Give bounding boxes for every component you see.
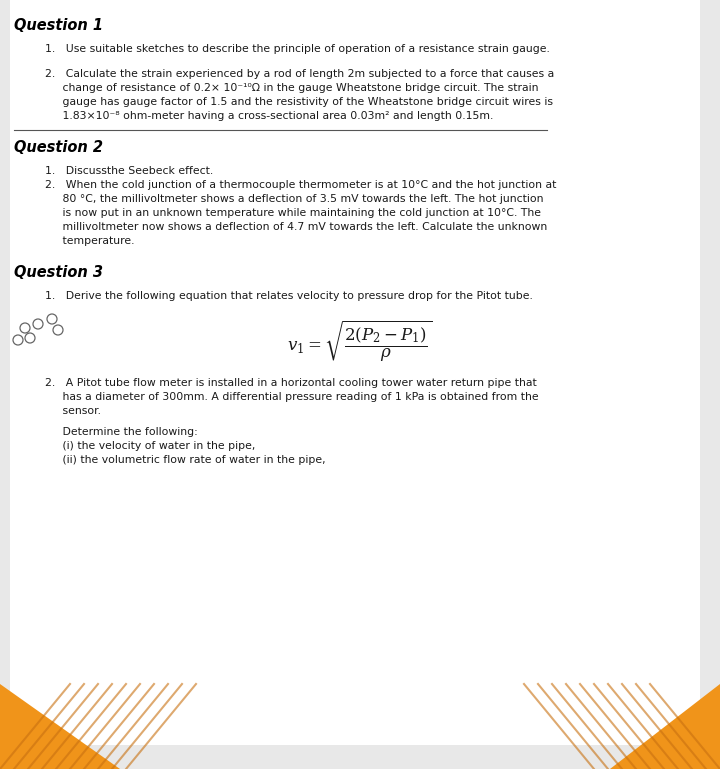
Text: 80 °C, the millivoltmeter shows a deflection of 3.5 mV towards the left. The hot: 80 °C, the millivoltmeter shows a deflec…	[45, 194, 544, 204]
Text: Determine the following:: Determine the following:	[45, 427, 198, 437]
Text: 2.   Calculate the strain experienced by a rod of length 2m subjected to a force: 2. Calculate the strain experienced by a…	[45, 69, 554, 79]
Text: 1.83×10⁻⁸ ohm-meter having a cross-sectional area 0.03m² and length 0.15m.: 1.83×10⁻⁸ ohm-meter having a cross-secti…	[45, 111, 493, 121]
Text: 1.   Discussthe Seebeck effect.: 1. Discussthe Seebeck effect.	[45, 166, 213, 176]
Text: millivoltmeter now shows a deflection of 4.7 mV towards the left. Calculate the : millivoltmeter now shows a deflection of…	[45, 222, 547, 232]
Text: (i) the velocity of water in the pipe,: (i) the velocity of water in the pipe,	[45, 441, 256, 451]
Text: (ii) the volumetric flow rate of water in the pipe,: (ii) the volumetric flow rate of water i…	[45, 455, 325, 465]
Polygon shape	[610, 684, 720, 769]
Text: 1.   Derive the following equation that relates velocity to pressure drop for th: 1. Derive the following equation that re…	[45, 291, 533, 301]
Text: change of resistance of 0.2× 10⁻¹⁰Ω in the gauge Wheatstone bridge circuit. The : change of resistance of 0.2× 10⁻¹⁰Ω in t…	[45, 83, 539, 93]
Text: gauge has gauge factor of 1.5 and the resistivity of the Wheatstone bridge circu: gauge has gauge factor of 1.5 and the re…	[45, 97, 553, 107]
Text: 2.   When the cold junction of a thermocouple thermometer is at 10°C and the hot: 2. When the cold junction of a thermocou…	[45, 180, 557, 190]
Text: has a diameter of 300mm. A differential pressure reading of 1 kPa is obtained fr: has a diameter of 300mm. A differential …	[45, 392, 539, 402]
Text: $v_1 = \sqrt{\dfrac{2(P_2-P_1)}{\rho}}$: $v_1 = \sqrt{\dfrac{2(P_2-P_1)}{\rho}}$	[287, 318, 433, 364]
Text: 2.   A Pitot tube flow meter is installed in a horizontal cooling tower water re: 2. A Pitot tube flow meter is installed …	[45, 378, 536, 388]
Text: 1.   Use suitable sketches to describe the principle of operation of a resistanc: 1. Use suitable sketches to describe the…	[45, 44, 550, 54]
Text: sensor.: sensor.	[45, 406, 101, 416]
Text: Question 2: Question 2	[14, 140, 103, 155]
Polygon shape	[0, 684, 120, 769]
Text: is now put in an unknown temperature while maintaining the cold junction at 10°C: is now put in an unknown temperature whi…	[45, 208, 541, 218]
Text: temperature.: temperature.	[45, 236, 135, 246]
Text: Question 1: Question 1	[14, 18, 103, 33]
Text: Question 3: Question 3	[14, 265, 103, 280]
